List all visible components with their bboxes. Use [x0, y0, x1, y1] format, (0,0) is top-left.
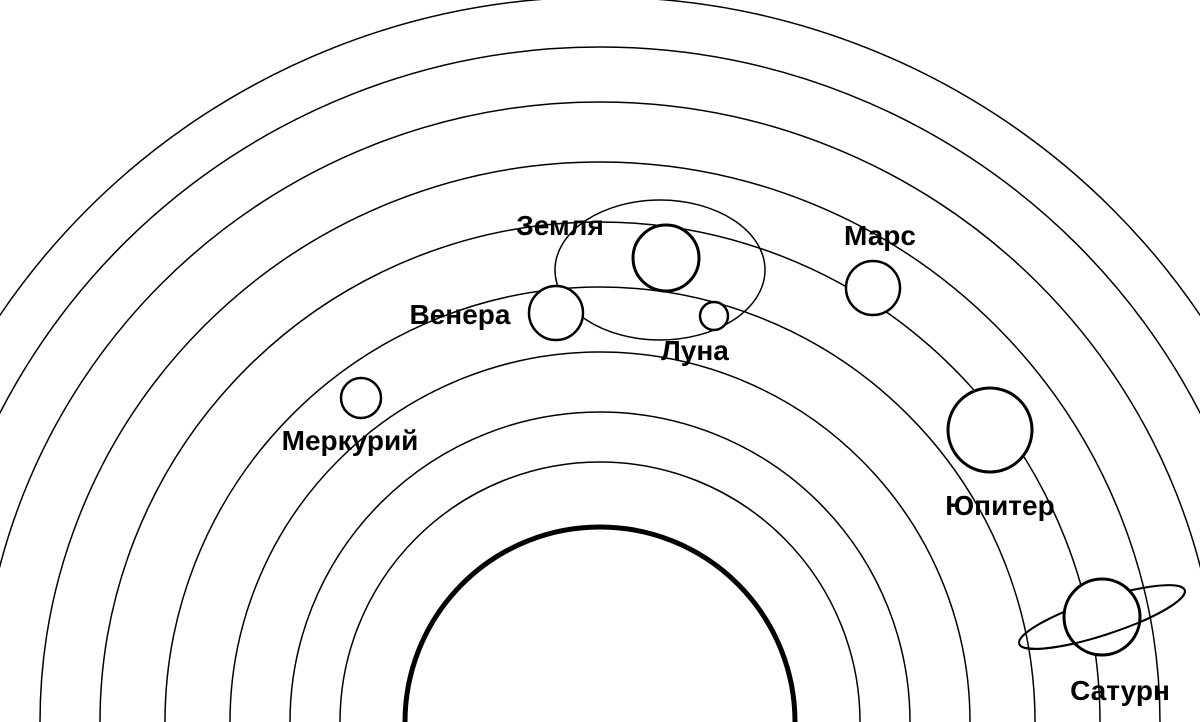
planet-jupiter [948, 388, 1032, 472]
planet-mars-label: Марс [844, 220, 916, 251]
planet-mercury-label: Меркурий [282, 425, 419, 456]
planet-venus [529, 286, 583, 340]
planet-venus-label: Венера [410, 299, 511, 330]
planet-moon [700, 302, 728, 330]
planet-mars [846, 261, 900, 315]
planet-saturn-label: Сатурн [1070, 675, 1170, 706]
planet-mercury [341, 378, 381, 418]
planet-moon-label: Луна [661, 335, 729, 366]
solar-system-diagram: Меркурий Венера Земля Луна Марс Юпитер Сатурн [0, 0, 1200, 722]
planet-earth-label: Земля [516, 210, 604, 241]
planet-jupiter-label: Юпитер [945, 490, 1054, 521]
planet-earth [633, 225, 699, 291]
